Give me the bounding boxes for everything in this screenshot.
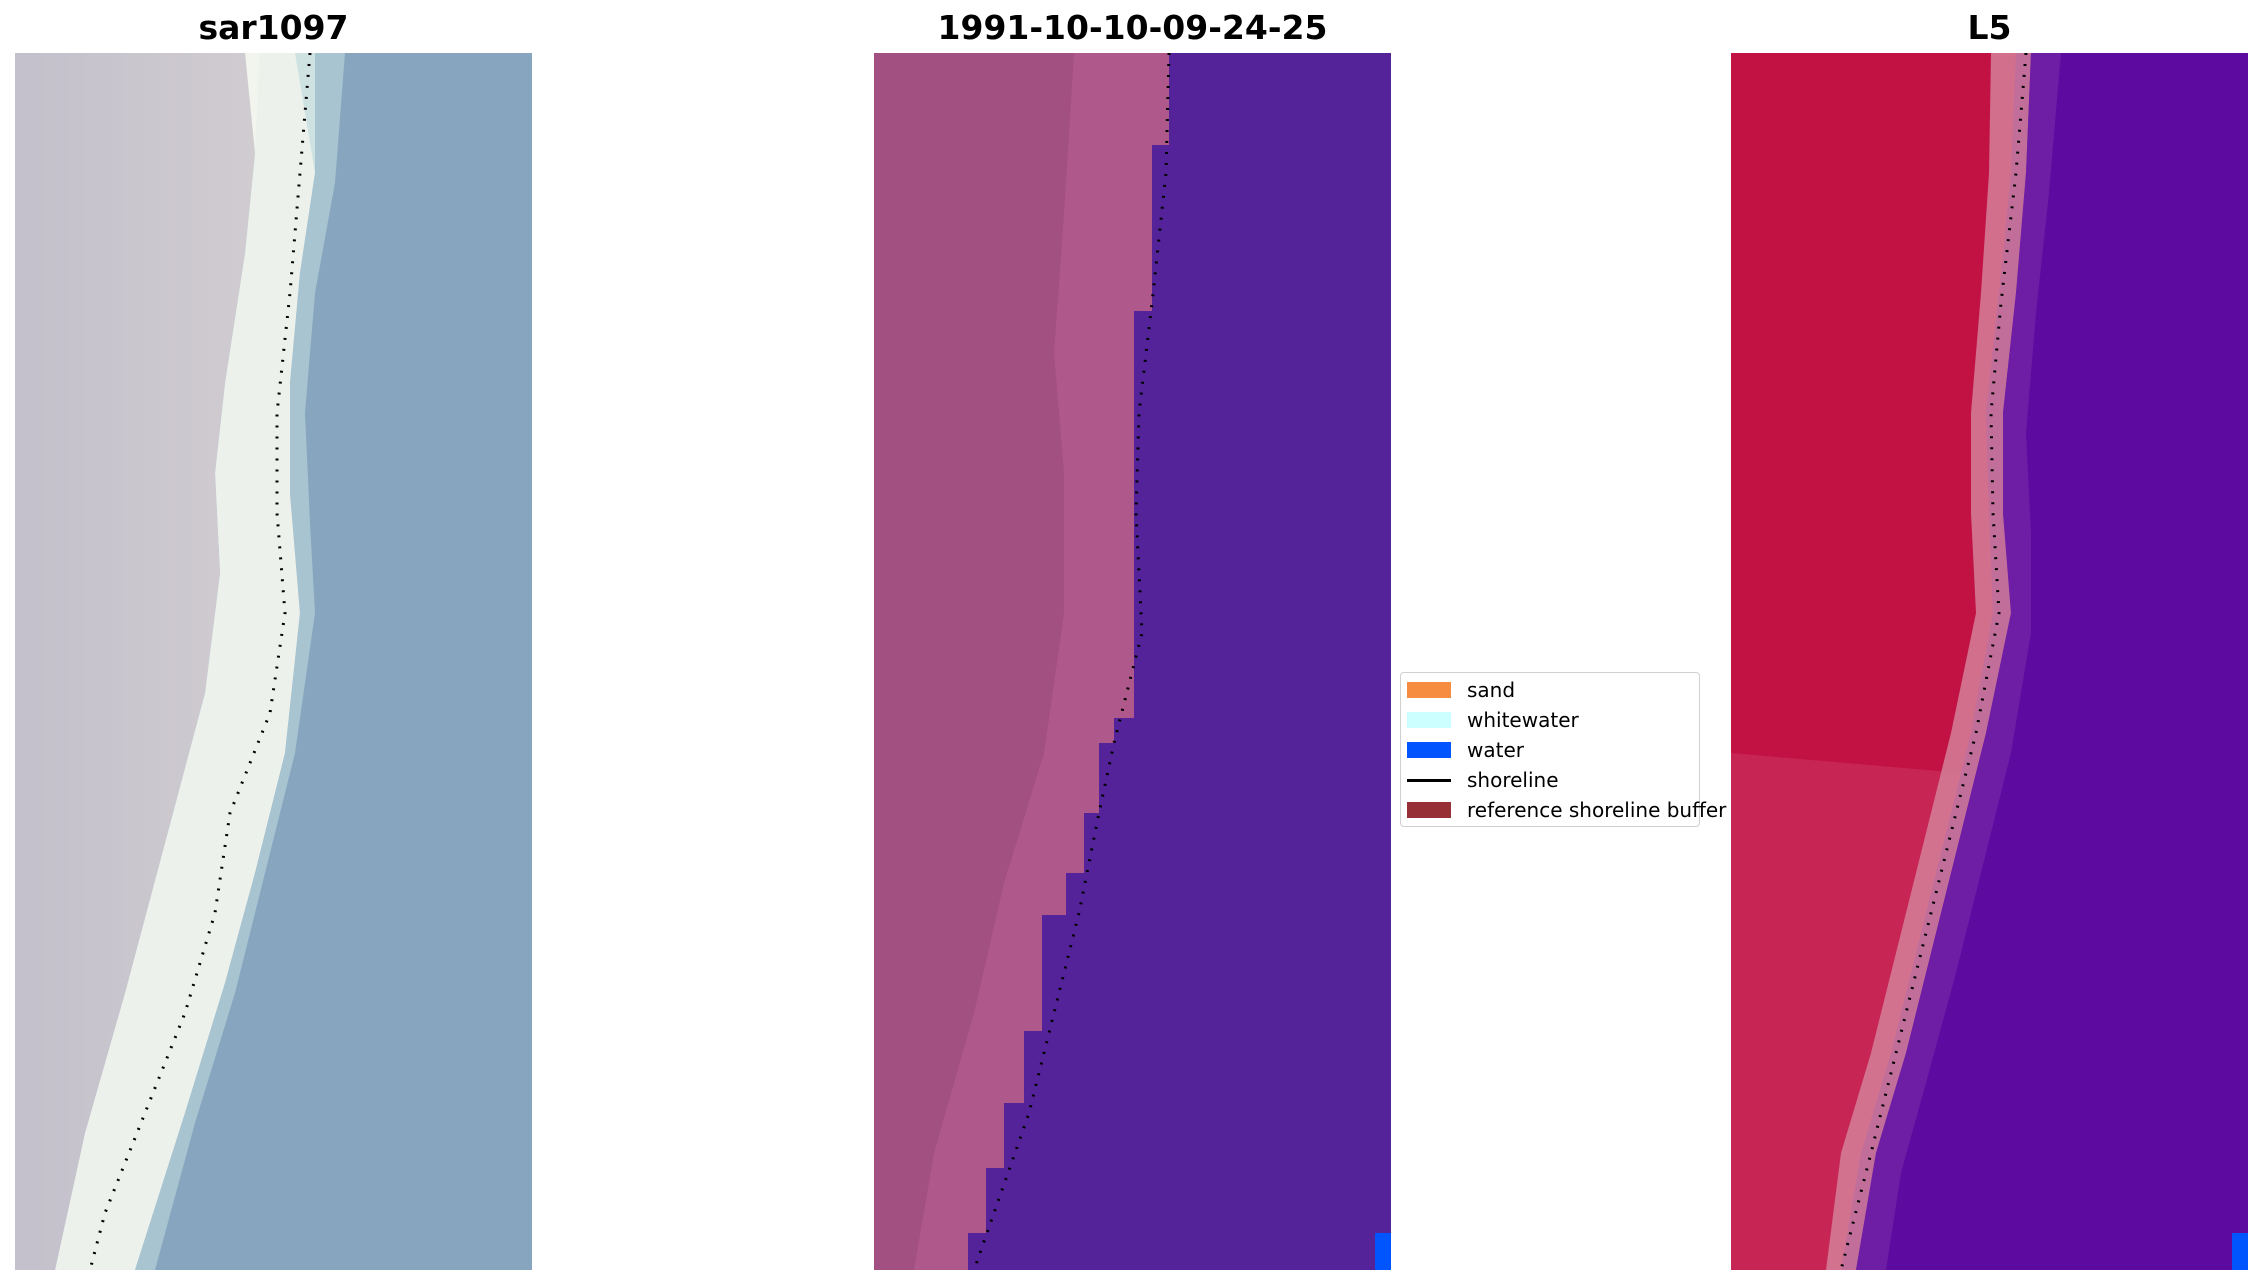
rgb-image-panel: [15, 53, 532, 1270]
legend-label: shoreline: [1467, 768, 1559, 792]
rgb-land-area: [15, 53, 260, 1270]
reference-buffer-swatch: [1407, 802, 1451, 818]
legend-item-shoreline: shoreline: [1407, 767, 1559, 793]
legend-item-sand: sand: [1407, 677, 1515, 703]
legend-label: sand: [1467, 678, 1516, 702]
whitewater-swatch: [1407, 712, 1451, 728]
legend-item-water: water: [1407, 737, 1524, 763]
legend-item-reference-buffer: reference shoreline buffer: [1407, 797, 1726, 823]
shoreline-swatch: [1407, 778, 1451, 782]
legend-label: reference shoreline buffer: [1467, 798, 1727, 822]
sand-swatch: [1407, 682, 1451, 698]
index-image-panel: [1731, 53, 2248, 1270]
water-swatch: [1407, 742, 1451, 758]
panel-title-rgb: sar1097: [198, 8, 349, 47]
water-class-patch: [1375, 1233, 1391, 1270]
panel-title-classification: 1991-10-10-09-24-25: [937, 8, 1328, 47]
legend-item-whitewater: whitewater: [1407, 707, 1579, 733]
legend: sand whitewater water shoreline referenc…: [1400, 672, 1726, 827]
legend-label: whitewater: [1467, 708, 1579, 732]
index-water-patch: [2232, 1233, 2248, 1270]
panel-title-index: L5: [1967, 8, 2012, 47]
rgb-whitewater-area: [55, 53, 315, 1270]
legend-label: water: [1467, 738, 1524, 762]
classification-panel: [874, 53, 1391, 1270]
